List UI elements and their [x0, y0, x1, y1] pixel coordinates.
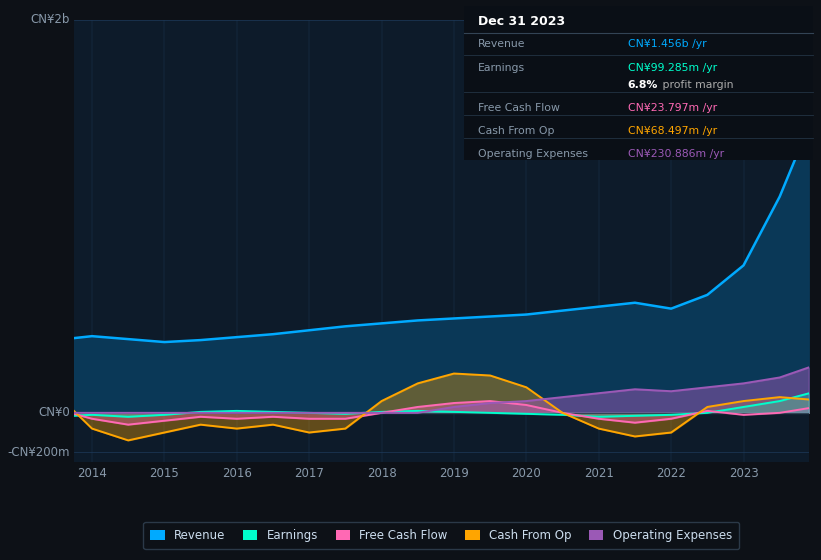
Text: CN¥2b: CN¥2b: [31, 13, 71, 26]
Text: Operating Expenses: Operating Expenses: [478, 149, 588, 159]
Text: CN¥1.456b /yr: CN¥1.456b /yr: [628, 39, 707, 49]
Text: 6.8%: 6.8%: [628, 80, 658, 90]
Text: CN¥230.886m /yr: CN¥230.886m /yr: [628, 149, 724, 159]
Legend: Revenue, Earnings, Free Cash Flow, Cash From Op, Operating Expenses: Revenue, Earnings, Free Cash Flow, Cash …: [144, 522, 739, 549]
Text: Cash From Op: Cash From Op: [478, 126, 554, 136]
Text: profit margin: profit margin: [659, 80, 734, 90]
Text: Revenue: Revenue: [478, 39, 525, 49]
Text: CN¥23.797m /yr: CN¥23.797m /yr: [628, 102, 717, 113]
Text: CN¥99.285m /yr: CN¥99.285m /yr: [628, 63, 717, 73]
Text: Dec 31 2023: Dec 31 2023: [478, 15, 565, 28]
Text: -CN¥200m: -CN¥200m: [7, 446, 71, 459]
Text: CN¥0: CN¥0: [39, 407, 71, 419]
Text: CN¥68.497m /yr: CN¥68.497m /yr: [628, 126, 717, 136]
Text: Free Cash Flow: Free Cash Flow: [478, 102, 560, 113]
Text: Earnings: Earnings: [478, 63, 525, 73]
